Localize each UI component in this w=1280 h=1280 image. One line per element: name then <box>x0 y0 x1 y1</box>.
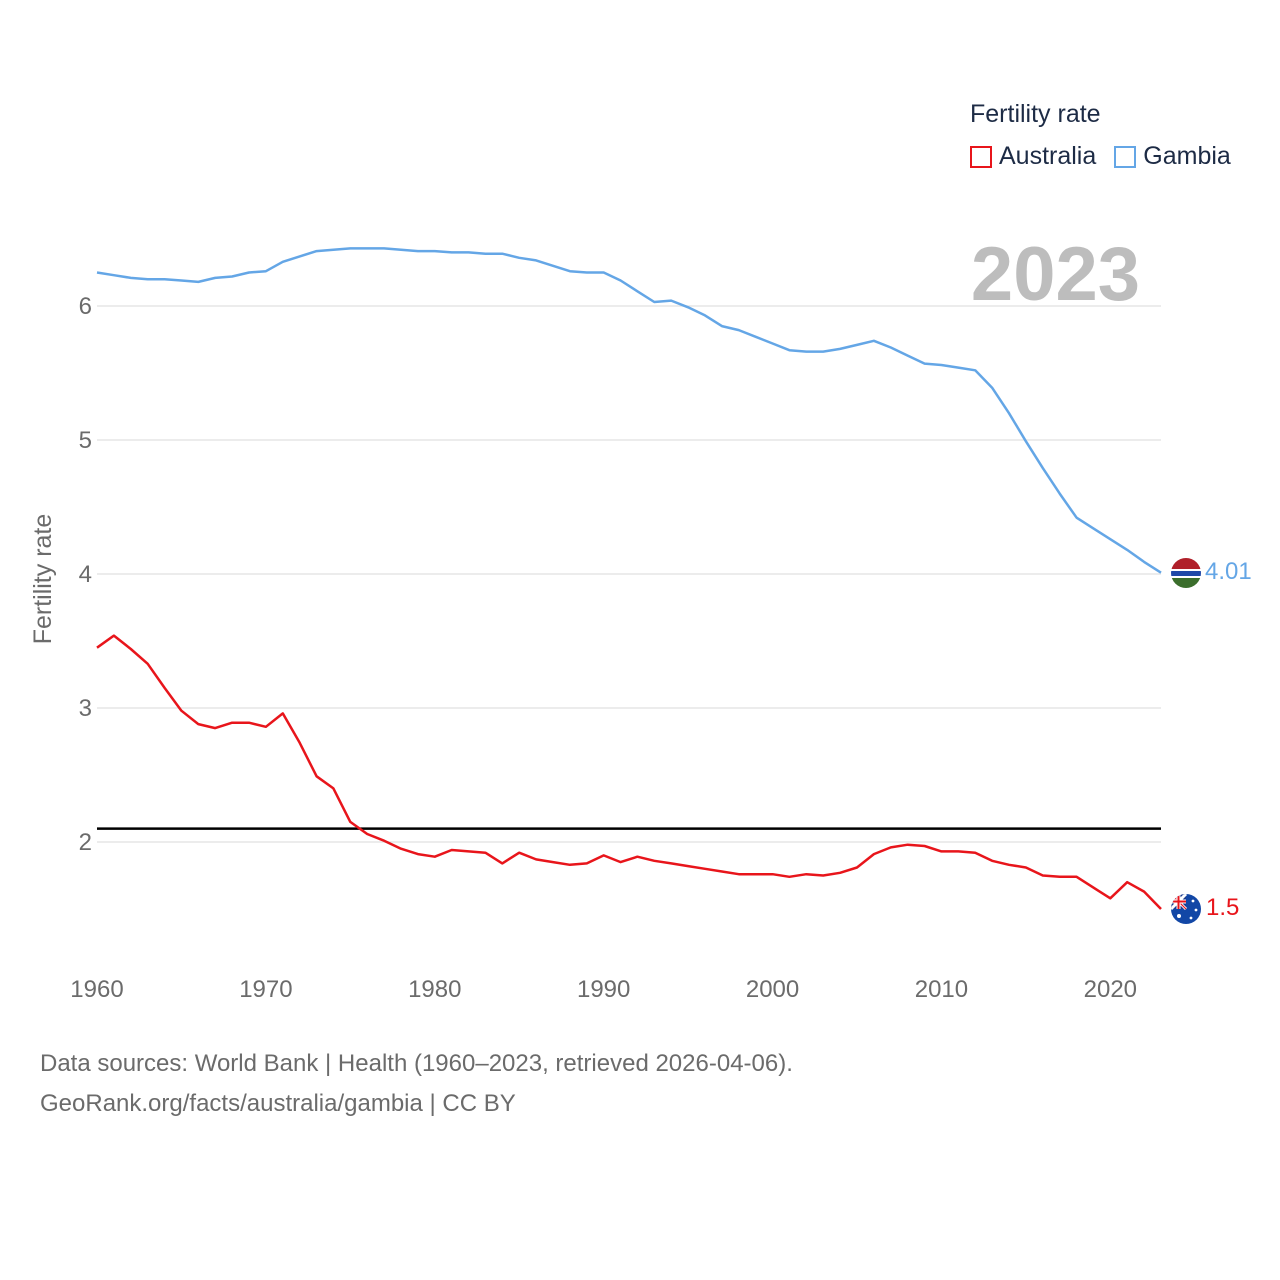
legend-swatch-australia <box>970 145 992 168</box>
legend-label-gambia: Gambia <box>1143 142 1231 170</box>
x-tick-label: 2010 <box>915 976 968 1003</box>
legend-swatch-gambia <box>1114 145 1137 168</box>
y-axis-ticks: 2 3 4 5 6 <box>79 293 92 856</box>
legend-item-australia[interactable]: Australia <box>970 142 1096 171</box>
series-line-gambia <box>96 247 1162 574</box>
legend-item-gambia[interactable]: Gambia <box>1114 142 1231 171</box>
gridlines <box>97 305 1161 843</box>
legend: Australia Gambia <box>970 142 1249 171</box>
year-watermark: 2023 <box>971 232 1140 317</box>
gambia-end-label: 4.01 <box>1205 558 1252 585</box>
y-axis-label: Fertility rate <box>29 514 57 645</box>
data-sources-text: Data sources: World Bank | Health (1960–… <box>40 1050 793 1077</box>
x-tick-label: 1990 <box>577 976 630 1003</box>
source-link[interactable]: GeoRank.org/facts/australia/gambia | CC … <box>40 1090 516 1117</box>
y-tick-label: 4 <box>79 561 92 588</box>
x-axis-ticks: 1960 1970 1980 1990 2000 2010 2020 <box>70 976 1137 1003</box>
x-tick-label: 2000 <box>746 976 799 1003</box>
footer: Data sources: World Bank | Health (1960–… <box>40 1044 793 1124</box>
y-tick-label: 5 <box>79 427 92 454</box>
y-tick-label: 6 <box>79 293 92 320</box>
legend-label-australia: Australia <box>999 142 1097 170</box>
x-tick-label: 1970 <box>239 976 292 1003</box>
y-tick-label: 3 <box>79 695 92 722</box>
australia-flag-icon <box>1171 894 1201 924</box>
series-lines <box>96 247 1162 910</box>
legend-title: Fertility rate <box>970 100 1101 128</box>
series-line-australia <box>96 634 1162 910</box>
y-tick-label: 2 <box>79 829 92 856</box>
x-tick-label: 1960 <box>70 976 123 1003</box>
x-tick-label: 2020 <box>1084 976 1137 1003</box>
x-tick-label: 1980 <box>408 976 461 1003</box>
gambia-flag-icon <box>1171 558 1201 588</box>
australia-end-label: 1.5 <box>1206 894 1239 921</box>
